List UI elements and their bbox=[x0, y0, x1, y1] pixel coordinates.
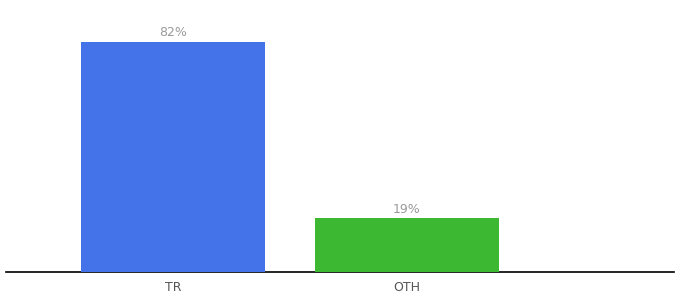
Bar bbox=[81, 42, 265, 272]
Bar bbox=[315, 218, 499, 272]
Text: 82%: 82% bbox=[159, 26, 187, 39]
Text: 19%: 19% bbox=[393, 203, 421, 216]
